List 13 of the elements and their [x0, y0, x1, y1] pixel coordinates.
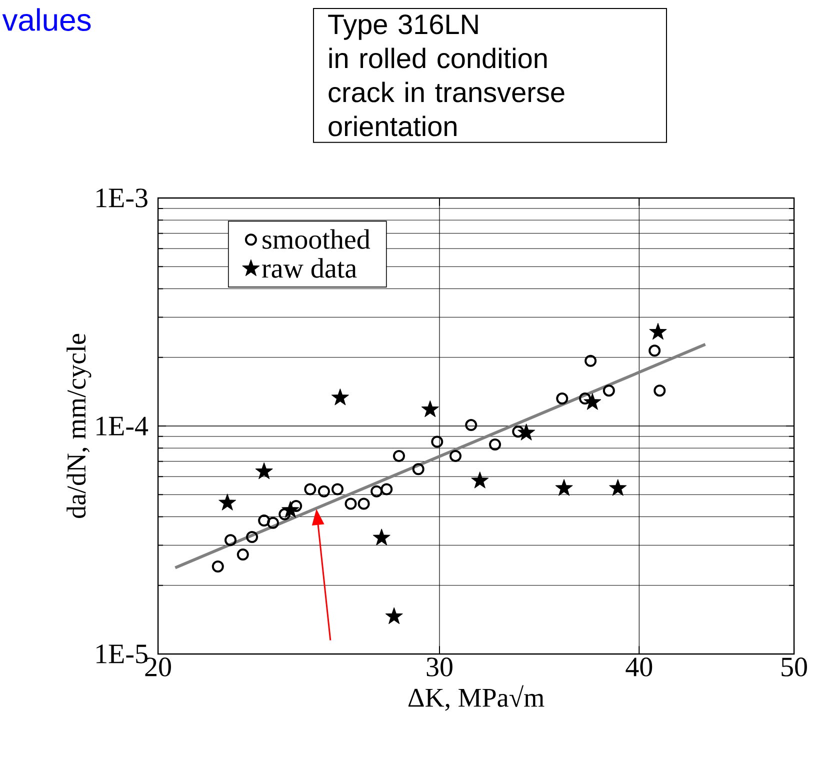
x-tick-label: 20 — [145, 658, 171, 676]
y-axis-title: da/dN, mm/cycle — [66, 334, 92, 518]
chart-title: values — [2, 8, 91, 31]
x-axis-title: ΔK, MPa√m — [408, 685, 544, 711]
y-tick-label: 1E-5 — [96, 644, 148, 664]
text: Type 316LN in rolled condition crack in transverse orientation — [328, 14, 564, 136]
x-tick-label: 50 — [782, 658, 807, 676]
x-tick-label: 30 — [426, 658, 452, 676]
y-tick-label: 1E-3 — [96, 188, 148, 208]
x-tick-label: 40 — [626, 658, 652, 676]
legend-label: raw data — [262, 258, 357, 278]
legend-label: smoothed — [262, 229, 370, 249]
y-tick-label: 1E-4 — [96, 416, 148, 436]
